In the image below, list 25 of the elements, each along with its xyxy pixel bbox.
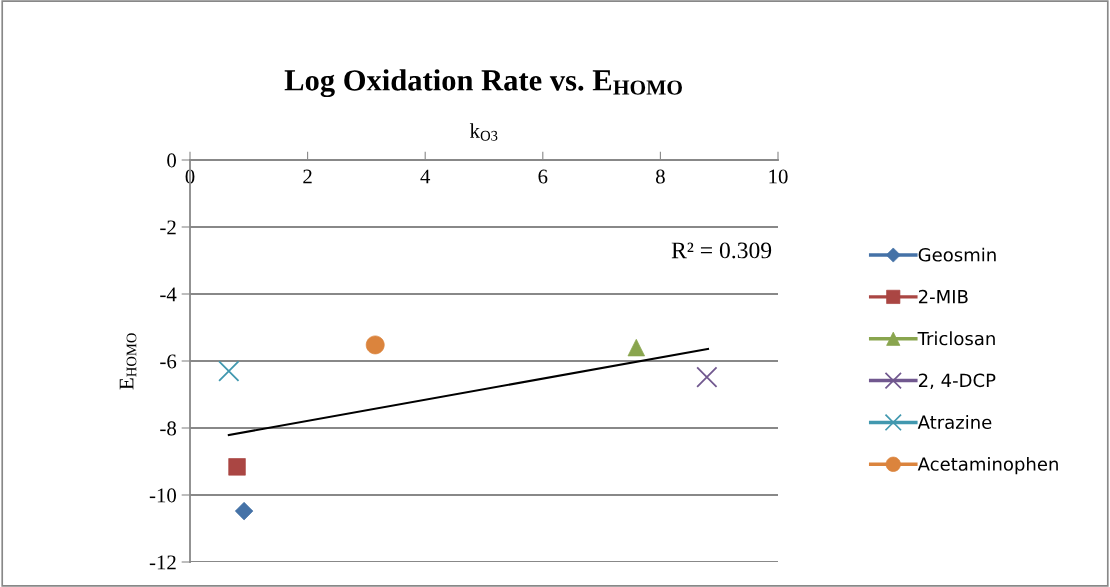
annotation: R² = 0.309 <box>671 242 772 259</box>
x-tick-label: 4 <box>420 169 431 184</box>
y-axis-title: E$_{HOMO}$ <box>119 333 137 390</box>
x-tick-label: 6 <box>538 169 548 184</box>
y-tick-label: -8 <box>160 421 177 436</box>
point <box>696 366 718 388</box>
legend-label: 2-MIB <box>918 289 968 304</box>
point <box>218 360 240 382</box>
y-tick-label: -12 <box>149 555 176 570</box>
legend-label: Atrazine <box>917 415 992 430</box>
x-tick-label: 0 <box>185 169 195 184</box>
x-axis-title: k$_{O3}$ <box>469 123 498 141</box>
x-tick-label: 8 <box>655 169 665 184</box>
y-tick-label: -6 <box>160 354 177 369</box>
legend-label: Triclosan <box>917 331 995 346</box>
legend-label: 2, 4-DCP <box>918 373 996 390</box>
y-tick-label: -4 <box>160 287 177 302</box>
legend-label: Acetaminophen <box>917 456 1058 475</box>
y-tick-label: -10 <box>149 488 177 503</box>
x-tick-label: 2 <box>303 169 312 184</box>
x-tick-label: 10 <box>769 169 788 184</box>
y-tick-label: -2 <box>160 220 176 235</box>
chart-title: Log Oxidation Rate vs. E$_{HOMO}$ <box>284 69 682 98</box>
y-tick-label: 0 <box>167 153 177 168</box>
legend-label: Geosmin <box>918 247 996 262</box>
